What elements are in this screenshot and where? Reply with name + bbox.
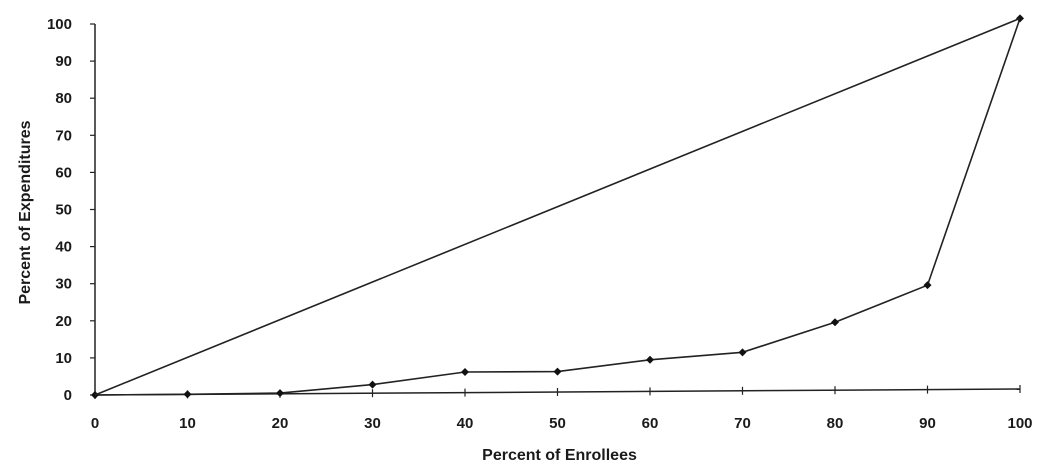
data-point-marker — [646, 355, 654, 364]
y-tick-label: 0 — [64, 387, 72, 404]
x-axis-title: Percent of Enrollees — [482, 447, 637, 464]
x-tick-label: 10 — [179, 415, 196, 432]
x-tick-label: 20 — [272, 415, 289, 432]
x-tick-label: 30 — [364, 415, 381, 432]
x-tick-label: 0 — [91, 415, 99, 432]
data-point-marker — [738, 348, 747, 357]
y-tick-label: 30 — [55, 276, 72, 293]
y-tick-label: 10 — [55, 350, 72, 367]
x-tick-label: 100 — [1007, 415, 1032, 432]
x-tick-label: 60 — [642, 415, 659, 432]
x-ticks: 0 10 20 30 40 50 60 70 80 90 100 — [91, 385, 1033, 432]
y-tick-label: 20 — [55, 313, 72, 330]
y-tick-label: 80 — [55, 90, 72, 107]
y-tick-label: 40 — [55, 239, 72, 256]
data-point-marker — [831, 318, 839, 327]
x-tick-label: 80 — [827, 415, 844, 432]
x-tick-label: 90 — [919, 415, 936, 432]
x-tick-label: 40 — [457, 415, 474, 432]
data-point-marker — [461, 367, 469, 376]
data-point-marker — [553, 367, 562, 376]
y-tick-label: 90 — [55, 53, 72, 70]
y-tick-label: 70 — [55, 127, 72, 144]
x-tick-label: 70 — [734, 415, 751, 432]
series-layer — [91, 14, 1024, 399]
y-tick-label: 100 — [47, 16, 72, 33]
data-point-marker — [368, 380, 377, 389]
data-point-marker — [276, 389, 284, 398]
y-axis-title: Percent of Expenditures — [17, 120, 34, 304]
x-tick-label: 50 — [549, 415, 566, 432]
y-ticks: 0 10 20 30 40 50 60 70 80 90 100 — [47, 16, 95, 404]
y-tick-label: 50 — [55, 202, 72, 219]
y-tick-label: 60 — [55, 164, 72, 181]
equality-line — [94, 17, 1021, 396]
data-point-marker — [923, 281, 932, 290]
data-point-marker — [183, 390, 192, 399]
